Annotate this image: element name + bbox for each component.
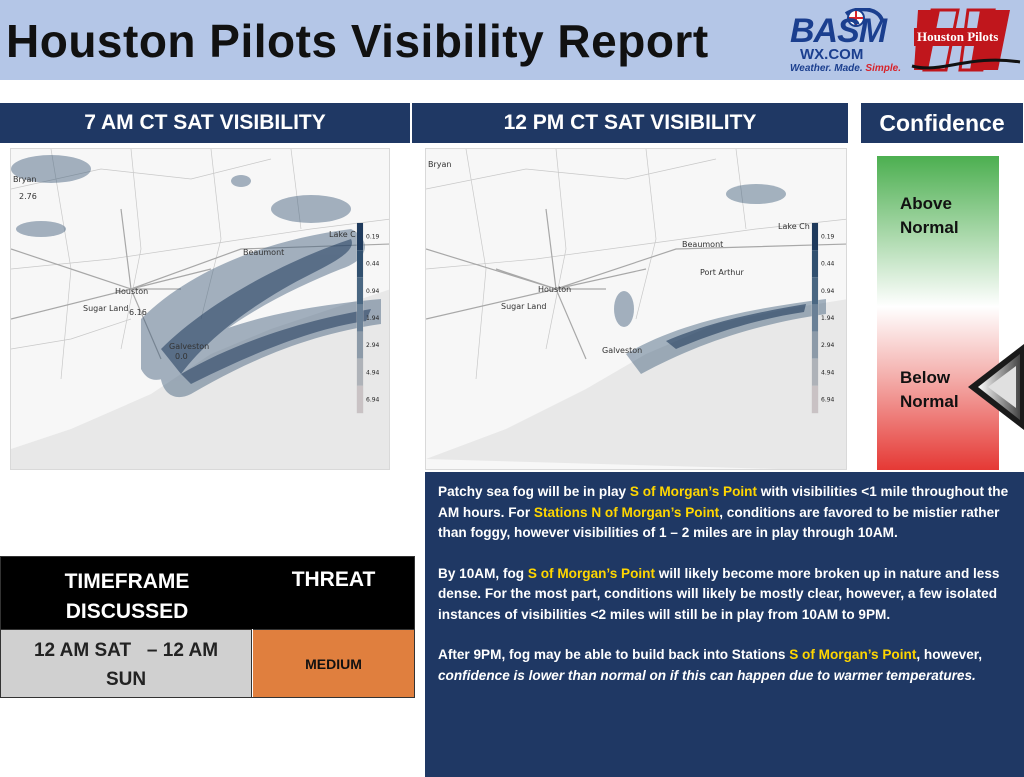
threat-table-header: TIMEFRAME DISCUSSED THREAT	[1, 557, 414, 629]
houston-pilots-wordmark: Houston Pilots	[914, 28, 1002, 46]
confidence-above-normal: Above Normal	[900, 192, 959, 240]
panel-title-12pm: 12 PM CT SAT VISIBILITY	[412, 103, 848, 143]
conf-below-line2: Normal	[900, 392, 959, 411]
page-title: Houston Pilots Visibility Report	[6, 15, 709, 67]
confidence-below-normal: Below Normal	[900, 366, 959, 414]
colorbar-swatch	[357, 358, 363, 386]
colorbar-tick-label: 2.94	[366, 342, 380, 349]
map-label-sugar-land: Sugar Land	[501, 302, 546, 311]
colorbar-tick-label: 0.19	[821, 234, 835, 241]
header-timeframe: TIMEFRAME DISCUSSED	[1, 567, 253, 627]
colorbar-tick-label: 0.44	[366, 261, 380, 268]
colorbar-swatch	[812, 277, 818, 305]
map-value-bryan: 2.76	[19, 192, 37, 201]
tagline-main: Weather. Made.	[790, 63, 866, 74]
panel-title-7am: 7 AM CT SAT VISIBILITY	[0, 103, 410, 143]
map-label-beaumont: Beaumont	[243, 248, 284, 257]
conf-below-line1: Below	[900, 368, 951, 387]
colorbar-tick-label: 0.44	[821, 261, 835, 268]
basm-swoosh-icon	[844, 8, 884, 27]
header-timeframe-line1: TIMEFRAME	[64, 570, 190, 593]
colorbar-swatch	[357, 385, 363, 413]
discussion-paragraph-1: Patchy sea fog will be in play S of Morg…	[438, 484, 1009, 540]
colorbar-tick-label: 0.19	[366, 234, 380, 241]
basm-domain: WX.COM	[800, 46, 864, 63]
colorbar-tick-label: 2.94	[821, 342, 835, 349]
map-label-sugar-land: Sugar Land	[83, 304, 128, 313]
colorbar-tick-label: 0.94	[366, 288, 380, 295]
discussion-paragraph-3: After 9PM, fog may be able to build back…	[438, 647, 983, 683]
visibility-colorbar-12pm: 0.19 0.44 0.94 1.94 2.94 4.94 6.94	[811, 222, 835, 414]
header-timeframe-line2: DISCUSSED	[65, 600, 189, 623]
colorbar-swatch	[357, 304, 363, 332]
map-label-lake: Lake Ch	[778, 222, 810, 231]
colorbar-tick-label: 6.94	[821, 396, 835, 403]
colorbar-tick-label: 1.94	[821, 315, 835, 322]
colorbar-tick-label: 4.94	[821, 369, 835, 376]
map-label-galveston: Galveston	[169, 342, 209, 351]
map-label-port-arthur: Port Arthur	[700, 268, 744, 277]
panel-title-confidence: Confidence	[861, 103, 1023, 143]
colorbar-tick-label: 6.94	[366, 396, 380, 403]
map-value-galveston: 0.0	[175, 352, 188, 361]
basm-mark: BASM	[790, 12, 887, 50]
timeframe-line1: 12 AM SAT – 12 AM	[33, 640, 219, 661]
colorbar-swatch	[357, 277, 363, 305]
map-label-beaumont: Beaumont	[682, 240, 723, 249]
cell-threat-level: MEDIUM	[253, 629, 414, 697]
colorbar-tick-label: 4.94	[366, 369, 380, 376]
cell-timeframe: 12 AM SAT – 12 AM SUN	[1, 629, 252, 697]
threat-table: TIMEFRAME DISCUSSED THREAT 12 AM SAT – 1…	[0, 556, 415, 698]
map-label-bryan: Bryan	[428, 160, 451, 169]
basm-tagline: Weather. Made. Simple.	[790, 63, 901, 74]
tagline-accent: Simple.	[865, 63, 901, 74]
header-bar: Houston Pilots Visibility Report BASM WX…	[0, 0, 1024, 80]
map-label-galveston: Galveston	[602, 346, 642, 355]
visibility-colorbar-7am: 0.19 0.44 0.94 1.94 2.94 4.94 6.94	[356, 222, 380, 414]
map-label-lake: Lake C	[329, 230, 356, 239]
colorbar-tick-label: 1.94	[366, 315, 380, 322]
map-label-houston: Houston	[115, 287, 148, 296]
colorbar-swatch	[812, 223, 818, 251]
conf-above-line2: Normal	[900, 218, 959, 237]
colorbar-tick-label: 0.94	[821, 288, 835, 295]
discussion-paragraph-2: By 10AM, fog S of Morgan’s Point will li…	[438, 565, 1000, 622]
visibility-map-12pm: Bryan Beaumont Lake Ch Port Arthur Houst…	[425, 148, 847, 470]
map-label-houston: Houston	[538, 285, 571, 294]
map-value-houston: 6.16	[129, 308, 147, 317]
houston-pilots-logo: Houston Pilots	[910, 4, 1022, 76]
colorbar-swatch	[812, 385, 818, 413]
timeframe-line2: SUN	[105, 669, 147, 690]
confidence-pointer-icon	[968, 344, 1024, 430]
forecast-discussion: Patchy sea fog will be in play S of Morg…	[425, 472, 1024, 777]
colorbar-swatch	[812, 250, 818, 278]
colorbar-swatch	[357, 250, 363, 278]
visibility-map-7am: Bryan 2.76 Beaumont Lake C Houston Sugar…	[10, 148, 390, 470]
colorbar-swatch	[812, 331, 818, 359]
colorbar-swatch	[357, 223, 363, 251]
colorbar-swatch	[812, 358, 818, 386]
map-label-bryan: Bryan	[13, 175, 36, 184]
colorbar-swatch	[812, 304, 818, 332]
colorbar-swatch	[357, 331, 363, 359]
header-threat: THREAT	[291, 568, 376, 591]
confidence-scale	[877, 156, 999, 470]
basm-logo: BASM WX.COM Weather. Made. Simple.	[786, 8, 906, 76]
conf-above-line1: Above	[900, 194, 952, 213]
